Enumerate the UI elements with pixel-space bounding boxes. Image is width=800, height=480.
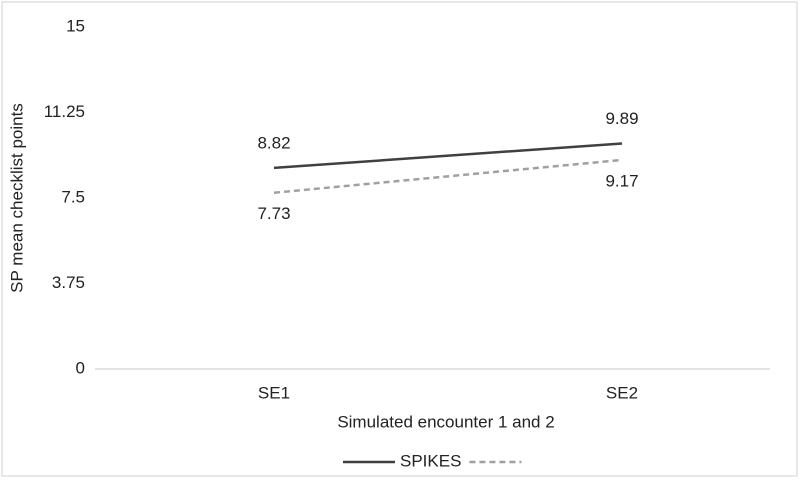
data-label: 7.73 xyxy=(257,204,290,223)
x-axis-title: Simulated encounter 1 and 2 xyxy=(337,412,554,431)
y-tick-label: 11.25 xyxy=(44,102,85,121)
data-label: 9.89 xyxy=(605,109,638,128)
y-axis-title: SP mean checklist points xyxy=(7,103,26,293)
data-label: 9.17 xyxy=(605,171,638,190)
x-tick-label: SE2 xyxy=(606,383,638,402)
y-tick-label: 3.75 xyxy=(52,273,85,292)
series-line xyxy=(273,158,623,195)
data-label: 8.82 xyxy=(257,133,290,152)
legend-label: SPIKES xyxy=(400,451,461,470)
y-tick-label: 15 xyxy=(66,16,85,35)
series-line xyxy=(273,142,623,170)
y-tick-label: 0 xyxy=(76,358,85,377)
x-tick-label: SE1 xyxy=(258,383,290,402)
y-tick-label: 7.5 xyxy=(61,187,85,206)
